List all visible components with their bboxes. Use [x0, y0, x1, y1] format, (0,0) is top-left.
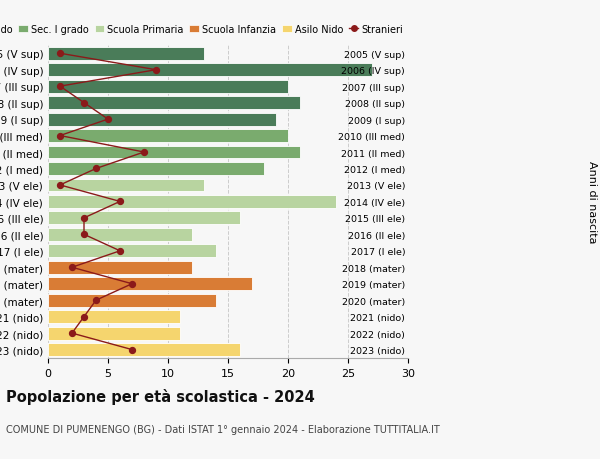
Text: Anni di nascita: Anni di nascita — [587, 161, 597, 243]
Bar — [48, 229, 192, 241]
Point — [67, 330, 77, 337]
Bar — [48, 294, 216, 307]
Bar — [48, 162, 264, 175]
Point — [67, 264, 77, 271]
Point — [151, 67, 161, 74]
Bar — [48, 311, 180, 323]
Bar — [48, 48, 204, 61]
Point — [115, 247, 125, 255]
Point — [55, 133, 65, 140]
Point — [127, 280, 137, 288]
Bar — [48, 81, 288, 93]
Point — [127, 346, 137, 353]
Point — [103, 116, 113, 123]
Bar — [48, 97, 300, 110]
Bar — [48, 327, 180, 340]
Bar — [48, 179, 204, 192]
Bar — [48, 212, 240, 225]
Bar — [48, 278, 252, 291]
Point — [79, 215, 89, 222]
Point — [115, 198, 125, 206]
Point — [91, 165, 101, 173]
Point — [55, 182, 65, 189]
Bar — [48, 130, 288, 143]
Bar — [48, 245, 216, 257]
Text: COMUNE DI PUMENENGO (BG) - Dati ISTAT 1° gennaio 2024 - Elaborazione TUTTITALIA.: COMUNE DI PUMENENGO (BG) - Dati ISTAT 1°… — [6, 425, 440, 435]
Text: Popolazione per età scolastica - 2024: Popolazione per età scolastica - 2024 — [6, 388, 315, 404]
Bar — [48, 343, 240, 356]
Bar — [48, 196, 336, 208]
Point — [79, 100, 89, 107]
Point — [79, 313, 89, 321]
Point — [55, 83, 65, 90]
Point — [79, 231, 89, 239]
Point — [91, 297, 101, 304]
Legend: Sec. II grado, Sec. I grado, Scuola Primaria, Scuola Infanzia, Asilo Nido, Stran: Sec. II grado, Sec. I grado, Scuola Prim… — [0, 25, 403, 35]
Bar — [48, 261, 192, 274]
Bar — [48, 64, 372, 77]
Bar — [48, 113, 276, 126]
Point — [55, 50, 65, 58]
Point — [139, 149, 149, 157]
Bar — [48, 146, 300, 159]
